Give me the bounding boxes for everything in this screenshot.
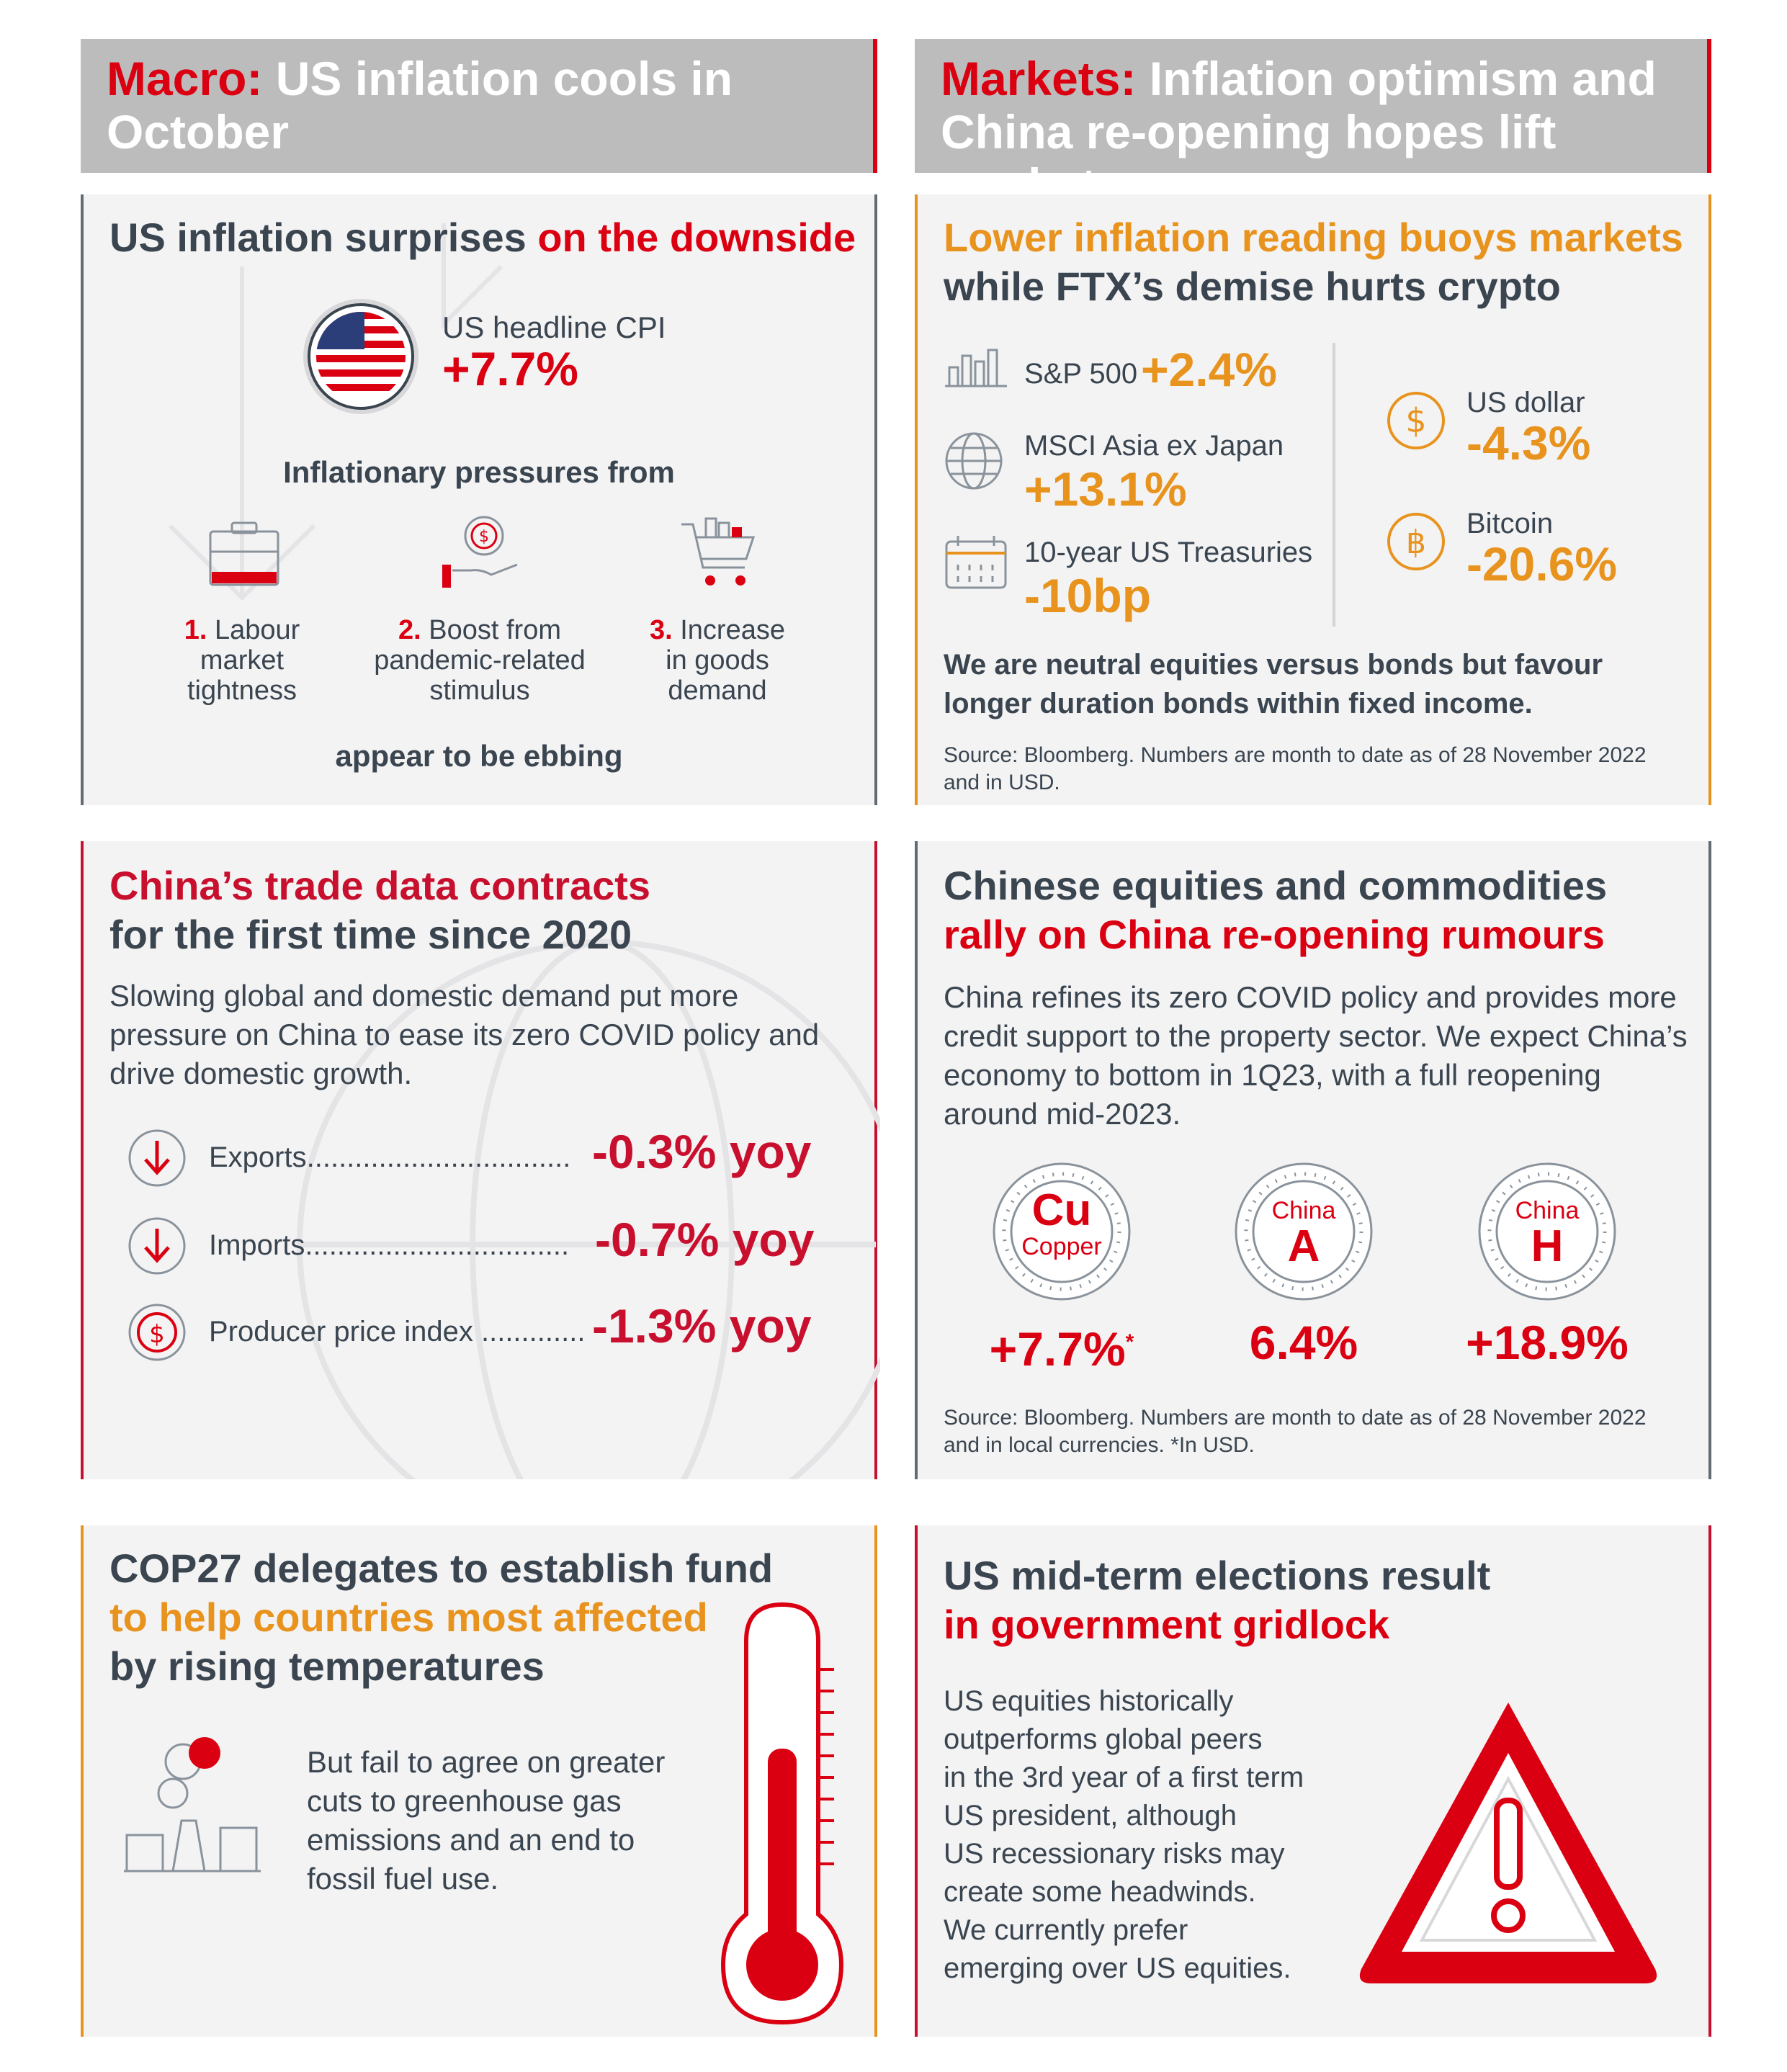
cop27-body: But fail to agree on greater cuts to gre… <box>307 1745 666 1896</box>
sp500-label: S&P 500 <box>1024 358 1138 390</box>
china-h-value: +18.9% <box>1466 1316 1629 1369</box>
shopping-cart-icon <box>681 517 756 586</box>
markets-banner: Markets: Inflation optimism and China re… <box>915 39 1711 212</box>
macro-banner: Macro: US inflation cools in October <box>81 39 877 173</box>
svg-text:$: $ <box>479 528 489 546</box>
exports-row: Exports................................. <box>209 1142 571 1173</box>
exports-value: -0.3% yoy <box>592 1125 812 1178</box>
pressure-item-1: 1. Labour market tightness <box>184 615 300 706</box>
pressures-heading: Inflationary pressures from <box>283 455 675 489</box>
markets-banner-title: Markets: Inflation optimism and China re… <box>941 52 1657 212</box>
bitcoin-label: Bitcoin <box>1466 508 1554 539</box>
background-globe-icon <box>297 939 880 1479</box>
china-h-badge: China H <box>1477 1161 1618 1302</box>
china-h-symbol: H <box>1531 1221 1564 1271</box>
elections-body: US equities historically outperforms glo… <box>944 1685 1304 1984</box>
globe-icon <box>945 432 1003 490</box>
china-trade-panel: China’s trade data contracts for the fir… <box>81 841 880 1479</box>
warning-triangle-icon <box>1359 1703 1657 1983</box>
ppi-value: -1.3% yoy <box>592 1299 812 1353</box>
pressures-footer: appear to be ebbing <box>335 739 623 773</box>
svg-text:$: $ <box>1405 401 1426 440</box>
background-arrow-icon <box>168 223 503 601</box>
bitcoin-value: -20.6% <box>1466 537 1618 591</box>
china-equities-source: Source: Bloomberg. Numbers are month to … <box>944 1406 1647 1457</box>
china-a-symbol: A <box>1287 1221 1320 1271</box>
sp500-value: +2.4% <box>1141 343 1277 396</box>
column-divider <box>1333 343 1335 627</box>
cpi-value: +7.7% <box>442 342 578 395</box>
cop27-title: COP27 delegates to establish fund to hel… <box>109 1546 774 1689</box>
elections-title: US mid-term elections result in governme… <box>944 1553 1491 1647</box>
badge-ring-icon <box>1235 1162 1373 1301</box>
copper-badge: Cu Copper <box>991 1161 1132 1302</box>
house-view: We are neutral equities versus bonds but… <box>944 649 1603 719</box>
copper-name: Copper <box>1021 1233 1102 1260</box>
factory-smoke-icon <box>124 1737 261 1873</box>
markets-title: Lower inflation reading buoys markets wh… <box>944 215 1683 309</box>
badge-ring-icon <box>1478 1162 1616 1301</box>
dollar-coin-icon: $ <box>1387 392 1445 449</box>
copper-value: +7.7%* <box>989 1322 1134 1376</box>
china-a-name: China <box>1271 1197 1336 1224</box>
calendar-icon <box>945 536 1007 589</box>
china-equities-title: Chinese equities and commodities rally o… <box>944 863 1608 957</box>
svg-text:$: $ <box>149 1320 165 1349</box>
svg-text:฿: ฿ <box>1406 524 1426 561</box>
china-equities-panel: Chinese equities and commodities rally o… <box>915 841 1711 1479</box>
china-equities-body: China refines its zero COVID policy and … <box>944 980 1688 1131</box>
china-trade-title: China’s trade data contracts for the fir… <box>109 863 651 957</box>
imports-row: Imports................................. <box>209 1229 570 1261</box>
usd-value: -4.3% <box>1466 416 1591 470</box>
imports-value: -0.7% yoy <box>595 1213 815 1266</box>
bar-chart-icon <box>945 349 1007 387</box>
inflation-panel: US inflation surprises on the downside U… <box>81 194 877 805</box>
markets-source: Source: Bloomberg. Numbers are month to … <box>944 743 1647 794</box>
markets-panel: Lower inflation reading buoys markets wh… <box>915 194 1711 805</box>
thermometer-icon <box>720 1602 844 2025</box>
us-flag-icon <box>303 299 418 414</box>
banner-accent <box>1707 39 1711 173</box>
elections-panel: US mid-term elections result in governme… <box>915 1525 1711 2037</box>
treasuries-value: -10bp <box>1024 569 1152 622</box>
down-arrow-icon <box>128 1217 186 1275</box>
china-trade-body: Slowing global and domestic demand put m… <box>109 979 820 1090</box>
stimulus-hand-icon: $ <box>442 516 518 588</box>
treasuries-label: 10-year US Treasuries <box>1024 537 1313 568</box>
copper-symbol: Cu <box>1031 1185 1092 1235</box>
china-a-value: 6.4% <box>1249 1316 1358 1369</box>
msci-value: +13.1% <box>1024 462 1187 516</box>
bitcoin-icon: ฿ <box>1387 513 1445 570</box>
ppi-row: Producer price index ............. <box>209 1316 586 1347</box>
price-coin-icon: $ <box>128 1304 186 1361</box>
inflation-title: US inflation surprises on the downside <box>109 215 856 260</box>
banner-accent <box>873 39 877 173</box>
usd-label: US dollar <box>1466 387 1585 418</box>
macro-banner-title: Macro: US inflation cools in October <box>107 52 733 158</box>
pressure-item-2: 2. Boost from pandemic-related stimulus <box>374 615 586 706</box>
cop27-panel: COP27 delegates to establish fund to hel… <box>81 1525 877 2037</box>
msci-label: MSCI Asia ex Japan <box>1024 430 1284 462</box>
cpi-label: US headline CPI <box>442 310 666 344</box>
briefcase-icon <box>209 521 279 586</box>
down-arrow-icon <box>128 1129 186 1187</box>
china-a-badge: China A <box>1233 1161 1374 1302</box>
badge-ring-icon <box>993 1162 1131 1301</box>
china-h-name: China <box>1515 1197 1580 1224</box>
pressure-item-3: 3. Increase in goods demand <box>649 615 785 706</box>
